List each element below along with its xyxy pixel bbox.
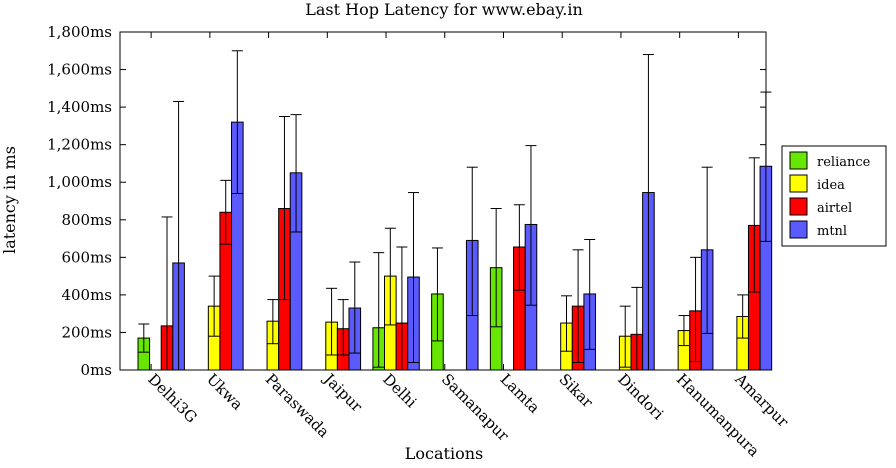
x-tick-label: Dindori — [614, 370, 667, 423]
legend-swatch-idea — [789, 174, 808, 193]
x-axis-title: Locations — [405, 444, 483, 463]
x-tick-label: Ukwa — [203, 370, 247, 414]
y-tick-label: 1,200ms — [47, 136, 112, 154]
x-tick-label: Lamta — [497, 370, 544, 417]
y-tick-label: 800ms — [61, 211, 112, 229]
y-tick-label: 200ms — [61, 323, 112, 341]
x-tick-label: Delhi — [379, 370, 420, 411]
legend-swatch-reliance — [789, 151, 808, 170]
legend-label-idea: idea — [817, 178, 845, 193]
legend-swatch-airtel — [789, 197, 808, 216]
y-tick-label: 400ms — [61, 286, 112, 304]
chart-title: Last Hop Latency for www.ebay.in — [305, 0, 583, 19]
legend: reliance idea airtel mtnl — [781, 145, 887, 247]
y-tick-label: 1,400ms — [47, 98, 112, 116]
x-tick-label: Delhi3G — [144, 370, 200, 426]
y-axis-title: latency in ms — [0, 146, 19, 254]
y-tick-label: 0ms — [81, 361, 112, 379]
y-tick-label: 600ms — [61, 248, 112, 266]
legend-label-airtel: airtel — [817, 201, 852, 216]
y-tick-label: 1,800ms — [47, 23, 112, 41]
x-tick-label: Sikar — [555, 370, 597, 412]
plot-area: 0ms 200ms 400ms 600ms 800ms 1,000ms 1,200ms 1,4… — [47, 23, 793, 460]
y-tick-label: 1,600ms — [47, 61, 112, 79]
x-tick-label: Jaipur — [319, 369, 366, 416]
x-tick-label: Amarpur — [731, 369, 793, 431]
legend-label-reliance: reliance — [817, 155, 871, 170]
y-tick-label: 1,000ms — [47, 173, 112, 191]
legend-swatch-mtnl — [789, 220, 808, 239]
legend-label-mtnl: mtnl — [817, 224, 847, 239]
